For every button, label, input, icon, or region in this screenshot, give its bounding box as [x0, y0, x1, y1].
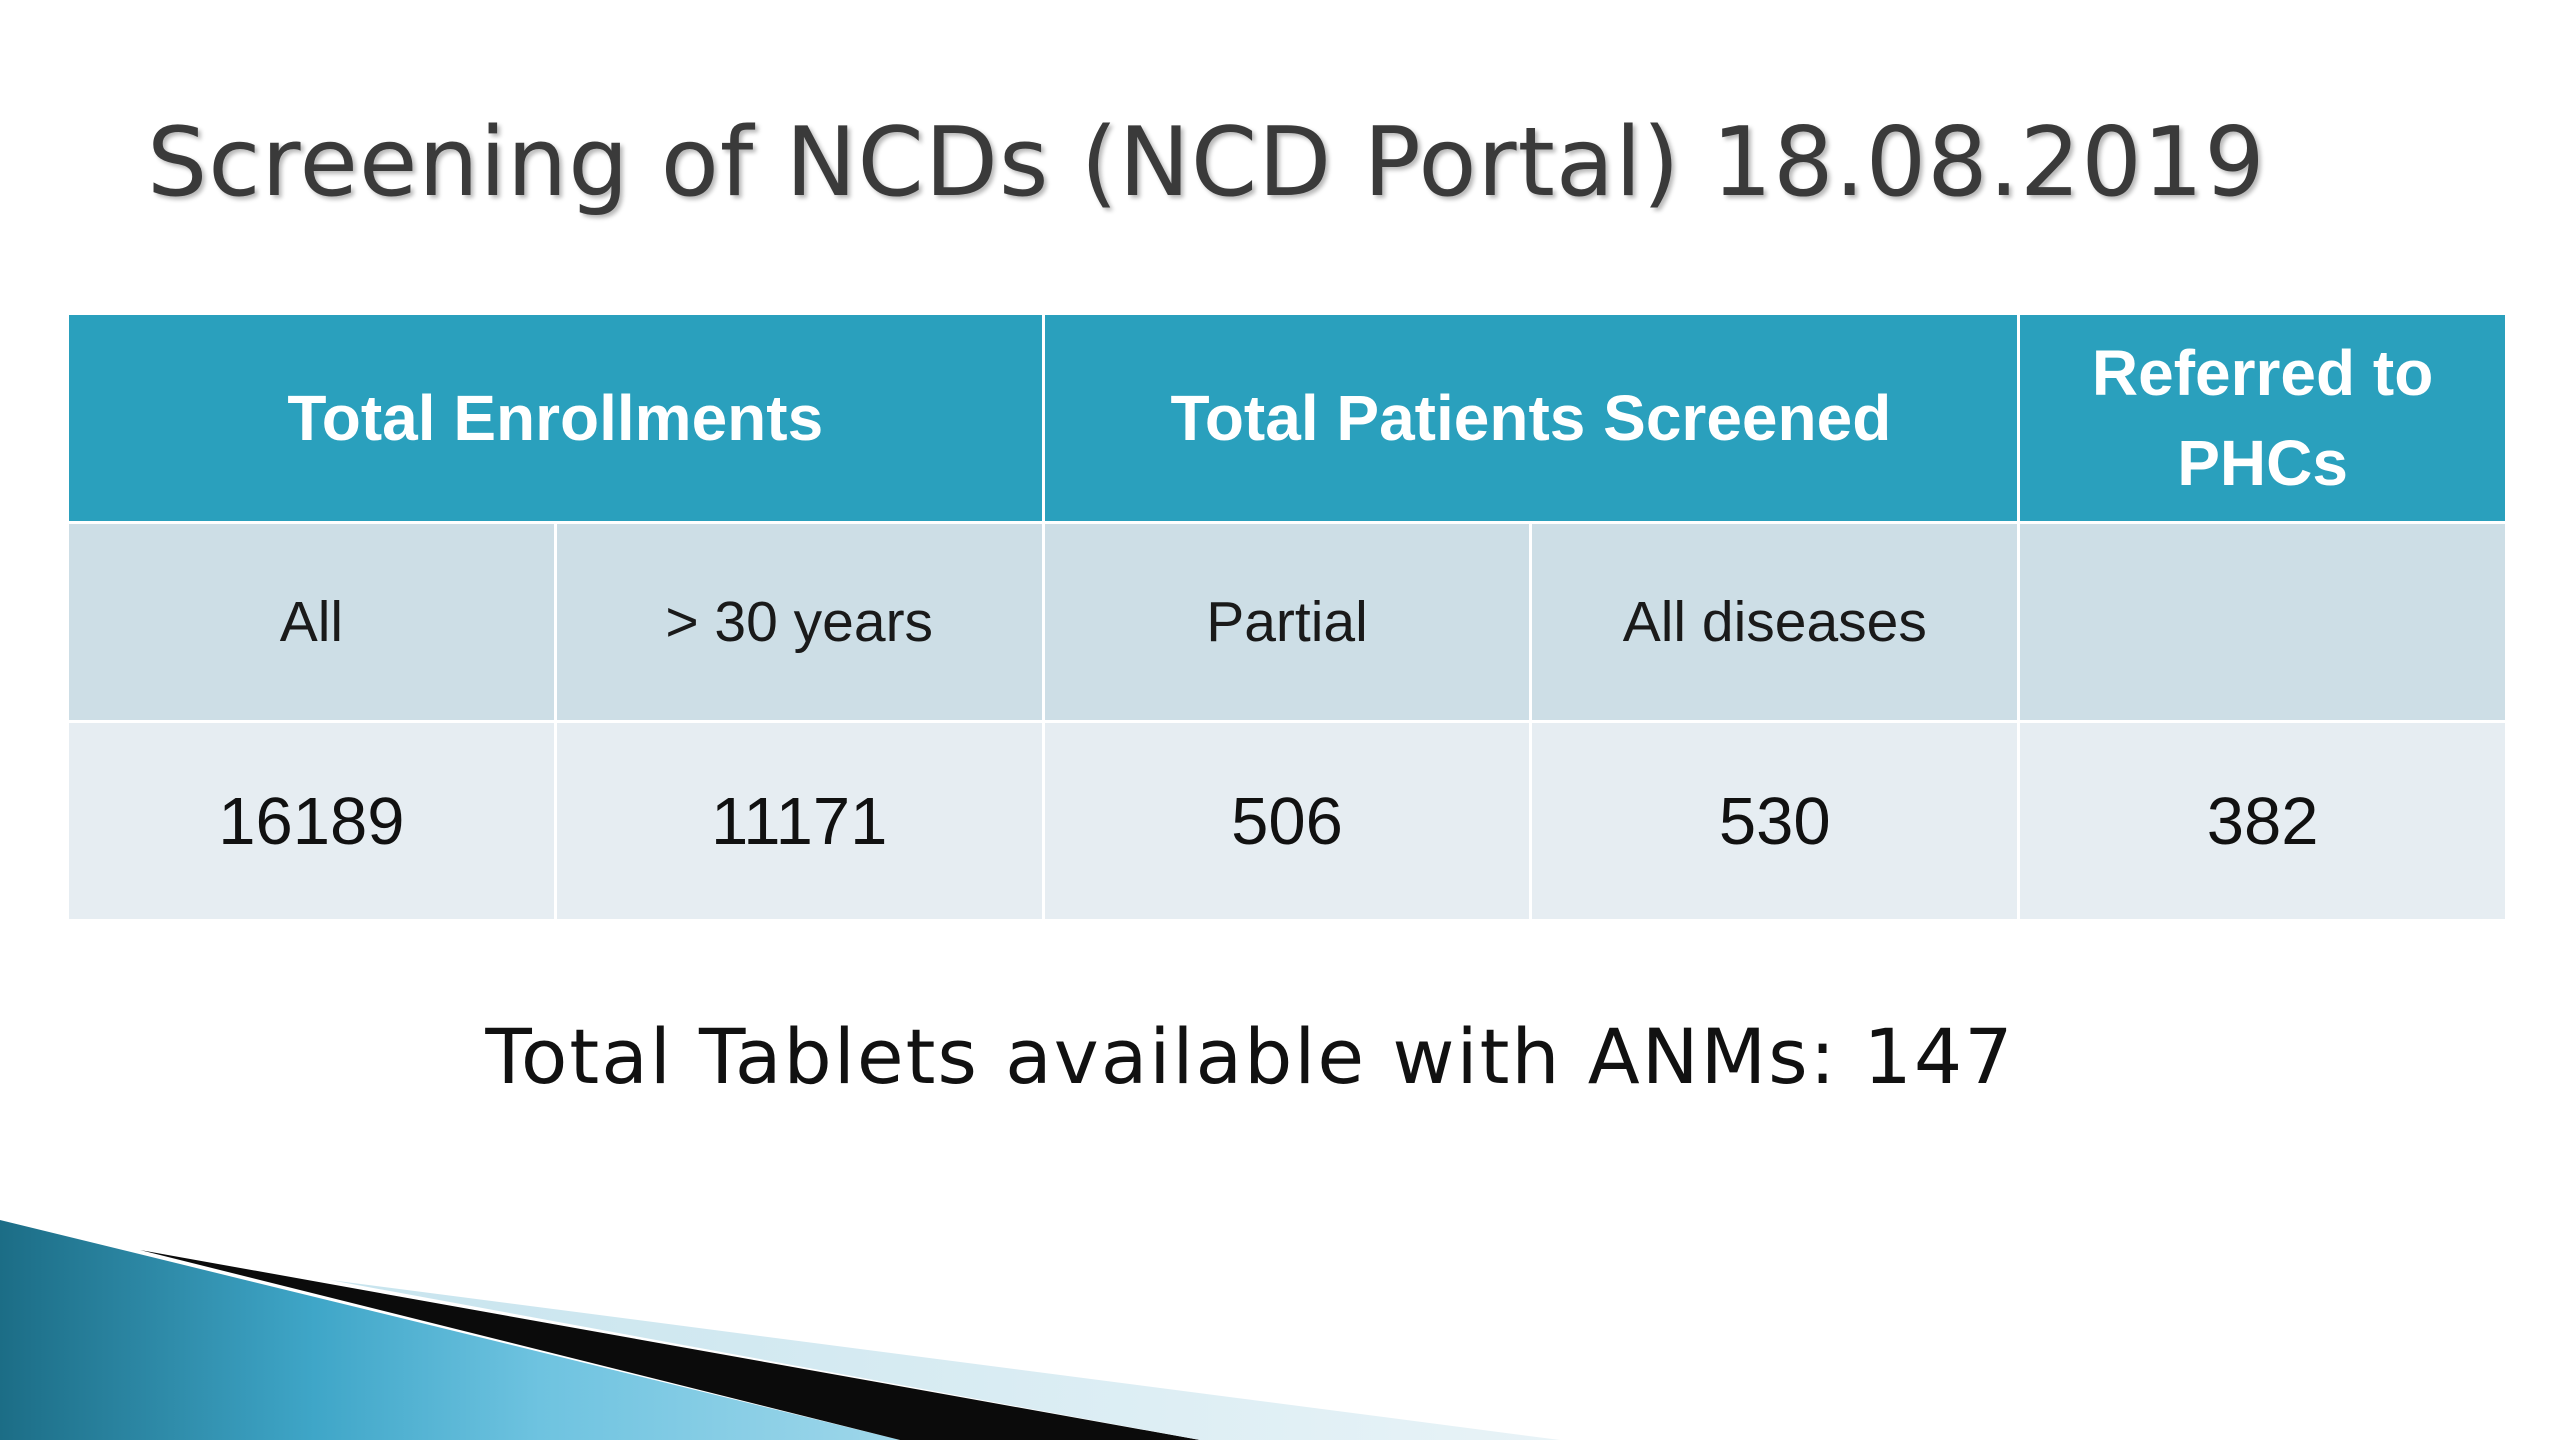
header-referred-to-phcs-line1: Referred to — [2091, 337, 2434, 409]
decorative-corner-swoosh — [0, 1220, 1560, 1440]
value-screened-partial: 506 — [1041, 720, 1533, 922]
subheader-all: All — [66, 521, 557, 723]
subheader-over-30-years: > 30 years — [553, 521, 1045, 723]
value-enrollments-over-30: 11171 — [553, 720, 1045, 922]
subheader-partial: Partial — [1041, 521, 1533, 723]
value-referred-to-phcs: 382 — [2017, 720, 2508, 922]
ncd-screening-table: Total Enrollments Total Patients Screene… — [66, 312, 2508, 922]
subheader-empty — [2017, 521, 2508, 723]
header-total-enrollments: Total Enrollments — [66, 312, 1045, 524]
value-screened-all-diseases: 530 — [1529, 720, 2021, 922]
header-total-patients-screened: Total Patients Screened — [1041, 312, 2021, 524]
slide-title: Screening of NCDs (NCD Portal) 18.08.201… — [147, 108, 2266, 218]
value-enrollments-all: 16189 — [66, 720, 557, 922]
tablets-available-note: Total Tablets available with ANMs: 147 — [485, 1012, 2015, 1101]
table-subheader-row: All > 30 years Partial All diseases — [66, 521, 2508, 723]
table-header-row: Total Enrollments Total Patients Screene… — [66, 312, 2508, 524]
header-referred-to-phcs-line2: PHCs — [2177, 427, 2348, 499]
table-values-row: 16189 11171 506 530 382 — [66, 720, 2508, 922]
header-referred-to-phcs: Referred to PHCs — [2017, 312, 2508, 524]
subheader-all-diseases: All diseases — [1529, 521, 2021, 723]
